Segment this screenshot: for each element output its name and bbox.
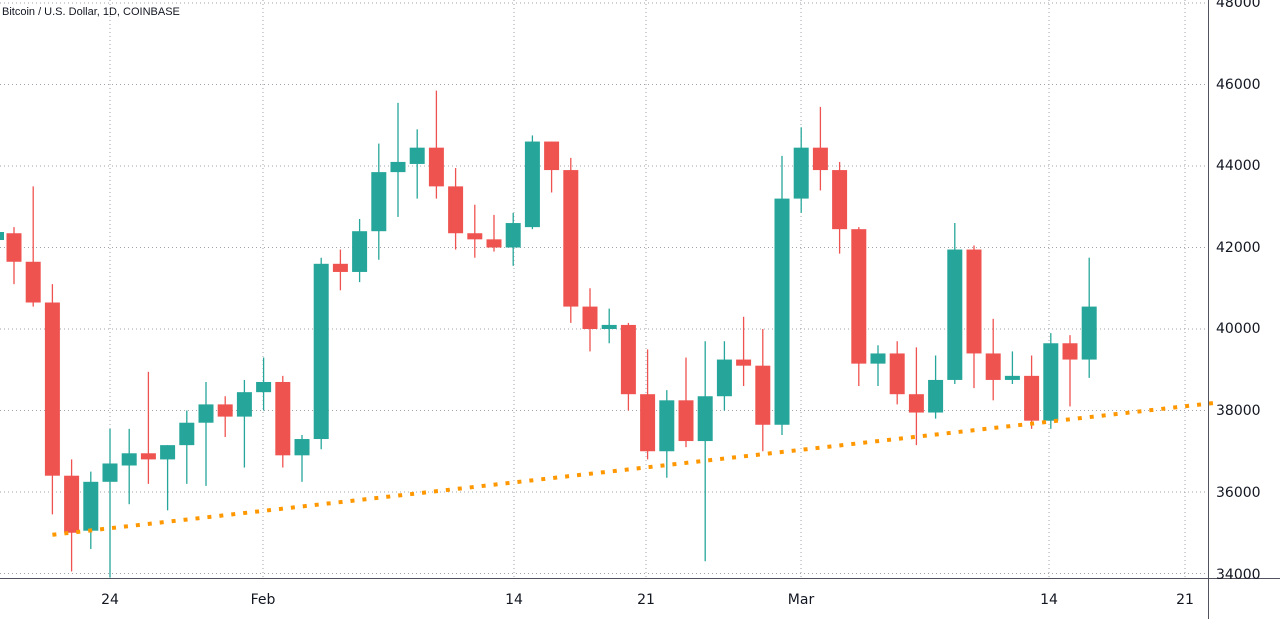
y-tick-label: 36000 [1216, 485, 1261, 501]
candle-down [448, 186, 464, 234]
candle-up [371, 172, 387, 232]
y-tick-label: 38000 [1216, 403, 1261, 419]
candle-up [928, 379, 944, 413]
candle-down [332, 263, 348, 272]
candle-up [102, 463, 118, 482]
candle-down [217, 404, 233, 417]
candle-up [352, 231, 368, 272]
candle-down [812, 147, 828, 171]
candle-up [697, 396, 713, 442]
symbol-title: Bitcoin / U.S. Dollar, 1D, COINBASE [2, 6, 180, 18]
x-tick-label: Mar [787, 592, 815, 608]
candle-up [198, 404, 214, 423]
candle-down [25, 261, 41, 303]
candle-up [947, 249, 963, 380]
candle-down [851, 229, 867, 364]
y-tick-label: 48000 [1216, 0, 1261, 11]
candle-up [409, 147, 425, 164]
candle-up [1081, 306, 1097, 360]
candle-down [563, 170, 579, 307]
y-tick-label: 46000 [1216, 77, 1261, 93]
candle-up [524, 141, 540, 228]
y-tick-label: 40000 [1216, 321, 1261, 337]
candle-down [6, 233, 22, 262]
candle-partial [0, 232, 4, 240]
x-tick-label: 21 [1176, 592, 1194, 608]
candle-down [889, 353, 905, 395]
candle-down [985, 353, 1001, 380]
candle-down [755, 365, 771, 425]
candle-down [275, 381, 291, 456]
candle-down [582, 306, 598, 329]
candle-up [313, 263, 329, 440]
candle-down [966, 249, 982, 354]
candle-up [774, 198, 790, 425]
candle-up [236, 392, 252, 417]
candle-down [1062, 343, 1078, 360]
x-tick-label: Feb [250, 592, 276, 608]
candle-up [294, 439, 310, 456]
candle-up [83, 481, 99, 531]
candle-down [908, 394, 924, 413]
candle-down [428, 147, 444, 187]
candle-down [620, 324, 636, 395]
candle-up [179, 422, 195, 446]
candle-down [736, 359, 752, 366]
support-trendline [52, 400, 1220, 537]
candle-up [601, 324, 617, 329]
candle-down [467, 233, 483, 240]
candle-down [544, 141, 560, 171]
x-tick-label: 24 [101, 592, 119, 608]
candle-up [870, 353, 886, 364]
x-tick-label: 14 [505, 592, 523, 608]
candle-down [1024, 375, 1040, 421]
x-tick-label: 14 [1040, 592, 1058, 608]
candle-up [659, 400, 675, 452]
candle-down [64, 475, 80, 533]
candle-down [640, 394, 656, 452]
candle-up [505, 223, 521, 248]
candle-down [678, 400, 694, 442]
candle-down [486, 239, 502, 248]
candle-up [256, 381, 272, 393]
y-tick-label: 42000 [1216, 240, 1261, 256]
candle-up [1004, 375, 1020, 380]
x-tick-label: 21 [637, 592, 655, 608]
y-tick-label: 44000 [1216, 158, 1261, 174]
candle-up [121, 453, 137, 466]
y-tick-label: 34000 [1216, 567, 1261, 583]
candle-up [716, 359, 732, 397]
candle-down [832, 170, 848, 230]
candle-down [140, 453, 156, 460]
candle-down [44, 302, 60, 476]
candle-up [1043, 343, 1059, 421]
candle-up [390, 161, 406, 173]
candle-up [160, 445, 176, 460]
candle-up [793, 147, 809, 199]
